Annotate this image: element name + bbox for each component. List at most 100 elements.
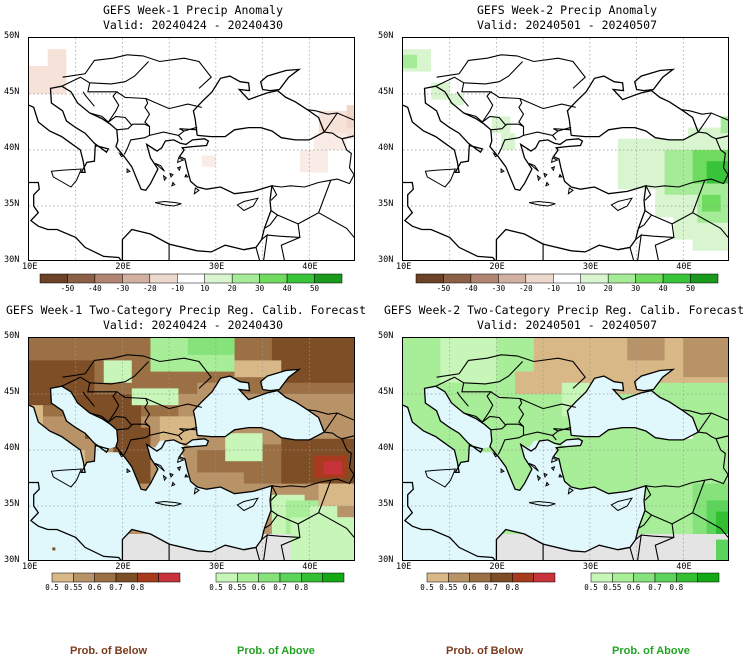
- colorbar-label: 0.6: [251, 583, 266, 592]
- colorbar-swatch: [676, 572, 698, 583]
- colorbar-swatch: [258, 572, 281, 583]
- colorbar-label: -40: [88, 284, 102, 293]
- anomaly-map-week1: [28, 37, 355, 261]
- colorbar-swatches: [215, 572, 345, 583]
- colorbar-swatch: [654, 572, 677, 583]
- panel-title: GEFS Week-2 Two-Category Precip Reg. Cal…: [383, 303, 745, 317]
- lat-tick-label: 45N: [4, 87, 20, 97]
- prob-above-label: Prob. of Above: [237, 645, 315, 657]
- colorbar-swatch: [426, 572, 449, 583]
- colorbar-swatch: [490, 572, 513, 583]
- colorbar-swatch: [697, 572, 720, 583]
- colorbar-label: 40: [282, 284, 292, 293]
- colorbar-label: -10: [170, 284, 185, 293]
- colorbar-label: -20: [519, 284, 533, 293]
- colorbar-label: 0.8: [505, 583, 520, 592]
- lon-tick-label: 40E: [676, 262, 692, 272]
- colorbar-swatch: [633, 572, 656, 583]
- colorbar-swatch: [158, 572, 181, 583]
- colorbar-label: 0.7: [648, 583, 662, 592]
- lon-tick-label: 30E: [208, 562, 225, 572]
- prob-below-colorbar-week2: 0.5 0.55 0.6 0.7 0.8: [420, 572, 556, 595]
- panel-title: GEFS Week-1 Precip Anomaly: [102, 3, 283, 17]
- colorbar-swatch: [231, 273, 260, 284]
- panel-subtitle: Valid: 20240501 - 20240507: [476, 18, 657, 32]
- lon-tick-label: 30E: [208, 262, 225, 272]
- lat-tick-label: 40N: [4, 443, 20, 453]
- anomaly-map-week2: [402, 37, 729, 261]
- panel-subtitle: Valid: 20240424 - 20240430: [102, 18, 283, 32]
- colorbar-label: 0.8: [669, 583, 684, 592]
- colorbar-swatch: [73, 572, 95, 583]
- probability-map-week1: [28, 337, 355, 561]
- colorbar-label: -30: [115, 284, 130, 293]
- colorbar-label: 0.8: [130, 583, 145, 592]
- colorbar-swatches: [39, 273, 343, 284]
- colorbar-label: 0.7: [484, 583, 498, 592]
- colorbar-label: -50: [60, 284, 75, 293]
- colorbar-swatches: [415, 273, 719, 284]
- lat-tick-label: 50N: [378, 331, 394, 341]
- lon-tick-label: 10E: [22, 562, 38, 572]
- prob-below-label-2: Prob. of Below: [446, 645, 523, 657]
- colorbar-label: 20: [603, 284, 613, 293]
- panel-title: GEFS Week-2 Precip Anomaly: [476, 3, 657, 17]
- lat-tick-label: 30N: [4, 555, 20, 565]
- colorbar-label: -40: [464, 284, 478, 293]
- lat-tick-label: 45N: [4, 387, 20, 397]
- colorbar-swatch: [553, 273, 581, 284]
- lon-tick-label: 20E: [115, 262, 131, 272]
- colorbar-swatch: [122, 273, 151, 284]
- prob-below-colorbar-week1: 0.5 0.55 0.6 0.7 0.8: [45, 572, 181, 595]
- map-canvas: [403, 38, 728, 260]
- lon-tick-label: 10E: [396, 562, 412, 572]
- colorbar-label: -50: [436, 284, 451, 293]
- colorbar-swatch: [662, 273, 691, 284]
- lon-tick-label: 30E: [582, 262, 599, 272]
- colorbar-swatch: [469, 572, 492, 583]
- lon-tick-label: 10E: [396, 262, 412, 272]
- panel-week2-probability: GEFS Week-2 Two-Category Precip Reg. Cal…: [376, 300, 752, 590]
- colorbar-label: 0.5: [584, 583, 598, 592]
- colorbar-label: 50: [310, 284, 320, 293]
- lat-tick-label: 45N: [378, 87, 394, 97]
- colorbar-swatch: [51, 572, 74, 583]
- colorbar-label: 10: [576, 284, 586, 293]
- colorbar-swatch: [498, 273, 527, 284]
- lon-tick-label: 20E: [489, 262, 505, 272]
- colorbar-swatch: [39, 273, 68, 284]
- colorbar-label: 0.7: [273, 583, 287, 592]
- lat-tick-label: 35N: [4, 499, 20, 509]
- colorbar-swatch: [590, 572, 613, 583]
- colorbar-swatch: [286, 273, 315, 284]
- lat-tick-label: 40N: [4, 143, 20, 153]
- colorbar-label: 20: [227, 284, 237, 293]
- prob-below-label: Prob. of Below: [70, 645, 147, 657]
- lat-tick-label: 45N: [378, 387, 394, 397]
- colorbar-label: 0.6: [462, 583, 477, 592]
- colorbar-swatches: [51, 572, 181, 583]
- colorbar-label: -30: [491, 284, 506, 293]
- prob-above-colorbar-week2: 0.5 0.55 0.6 0.7 0.8: [584, 572, 720, 595]
- prob-above-label-2: Prob. of Above: [612, 645, 690, 657]
- colorbar-label: 0.55: [228, 583, 247, 592]
- prob-above-colorbar-week1: 0.5 0.55 0.6 0.7 0.8: [209, 572, 345, 595]
- panel-title: GEFS Week-1 Two-Category Precip Reg. Cal…: [5, 303, 367, 317]
- colorbar-label: 0.8: [294, 583, 309, 592]
- colorbar-label: -10: [546, 284, 561, 293]
- colorbar-swatch: [322, 572, 345, 583]
- colorbar-label: 40: [658, 284, 668, 293]
- colorbar-swatch: [115, 572, 138, 583]
- lat-tick-label: 35N: [4, 199, 20, 209]
- colorbar-swatch: [259, 273, 288, 284]
- colorbar-swatch: [279, 572, 302, 583]
- lon-tick-label: 10E: [22, 262, 38, 272]
- lat-tick-label: 35N: [378, 499, 394, 509]
- colorbar-swatch: [525, 273, 554, 284]
- colorbar-swatch: [215, 572, 238, 583]
- map-canvas: [403, 338, 728, 560]
- panel-week1-anomaly: GEFS Week-1 Precip Anomaly Valid: 202404…: [0, 0, 376, 290]
- lat-tick-label: 50N: [4, 31, 20, 41]
- colorbar-label: 0.55: [603, 583, 622, 592]
- lat-tick-label: 50N: [4, 331, 20, 341]
